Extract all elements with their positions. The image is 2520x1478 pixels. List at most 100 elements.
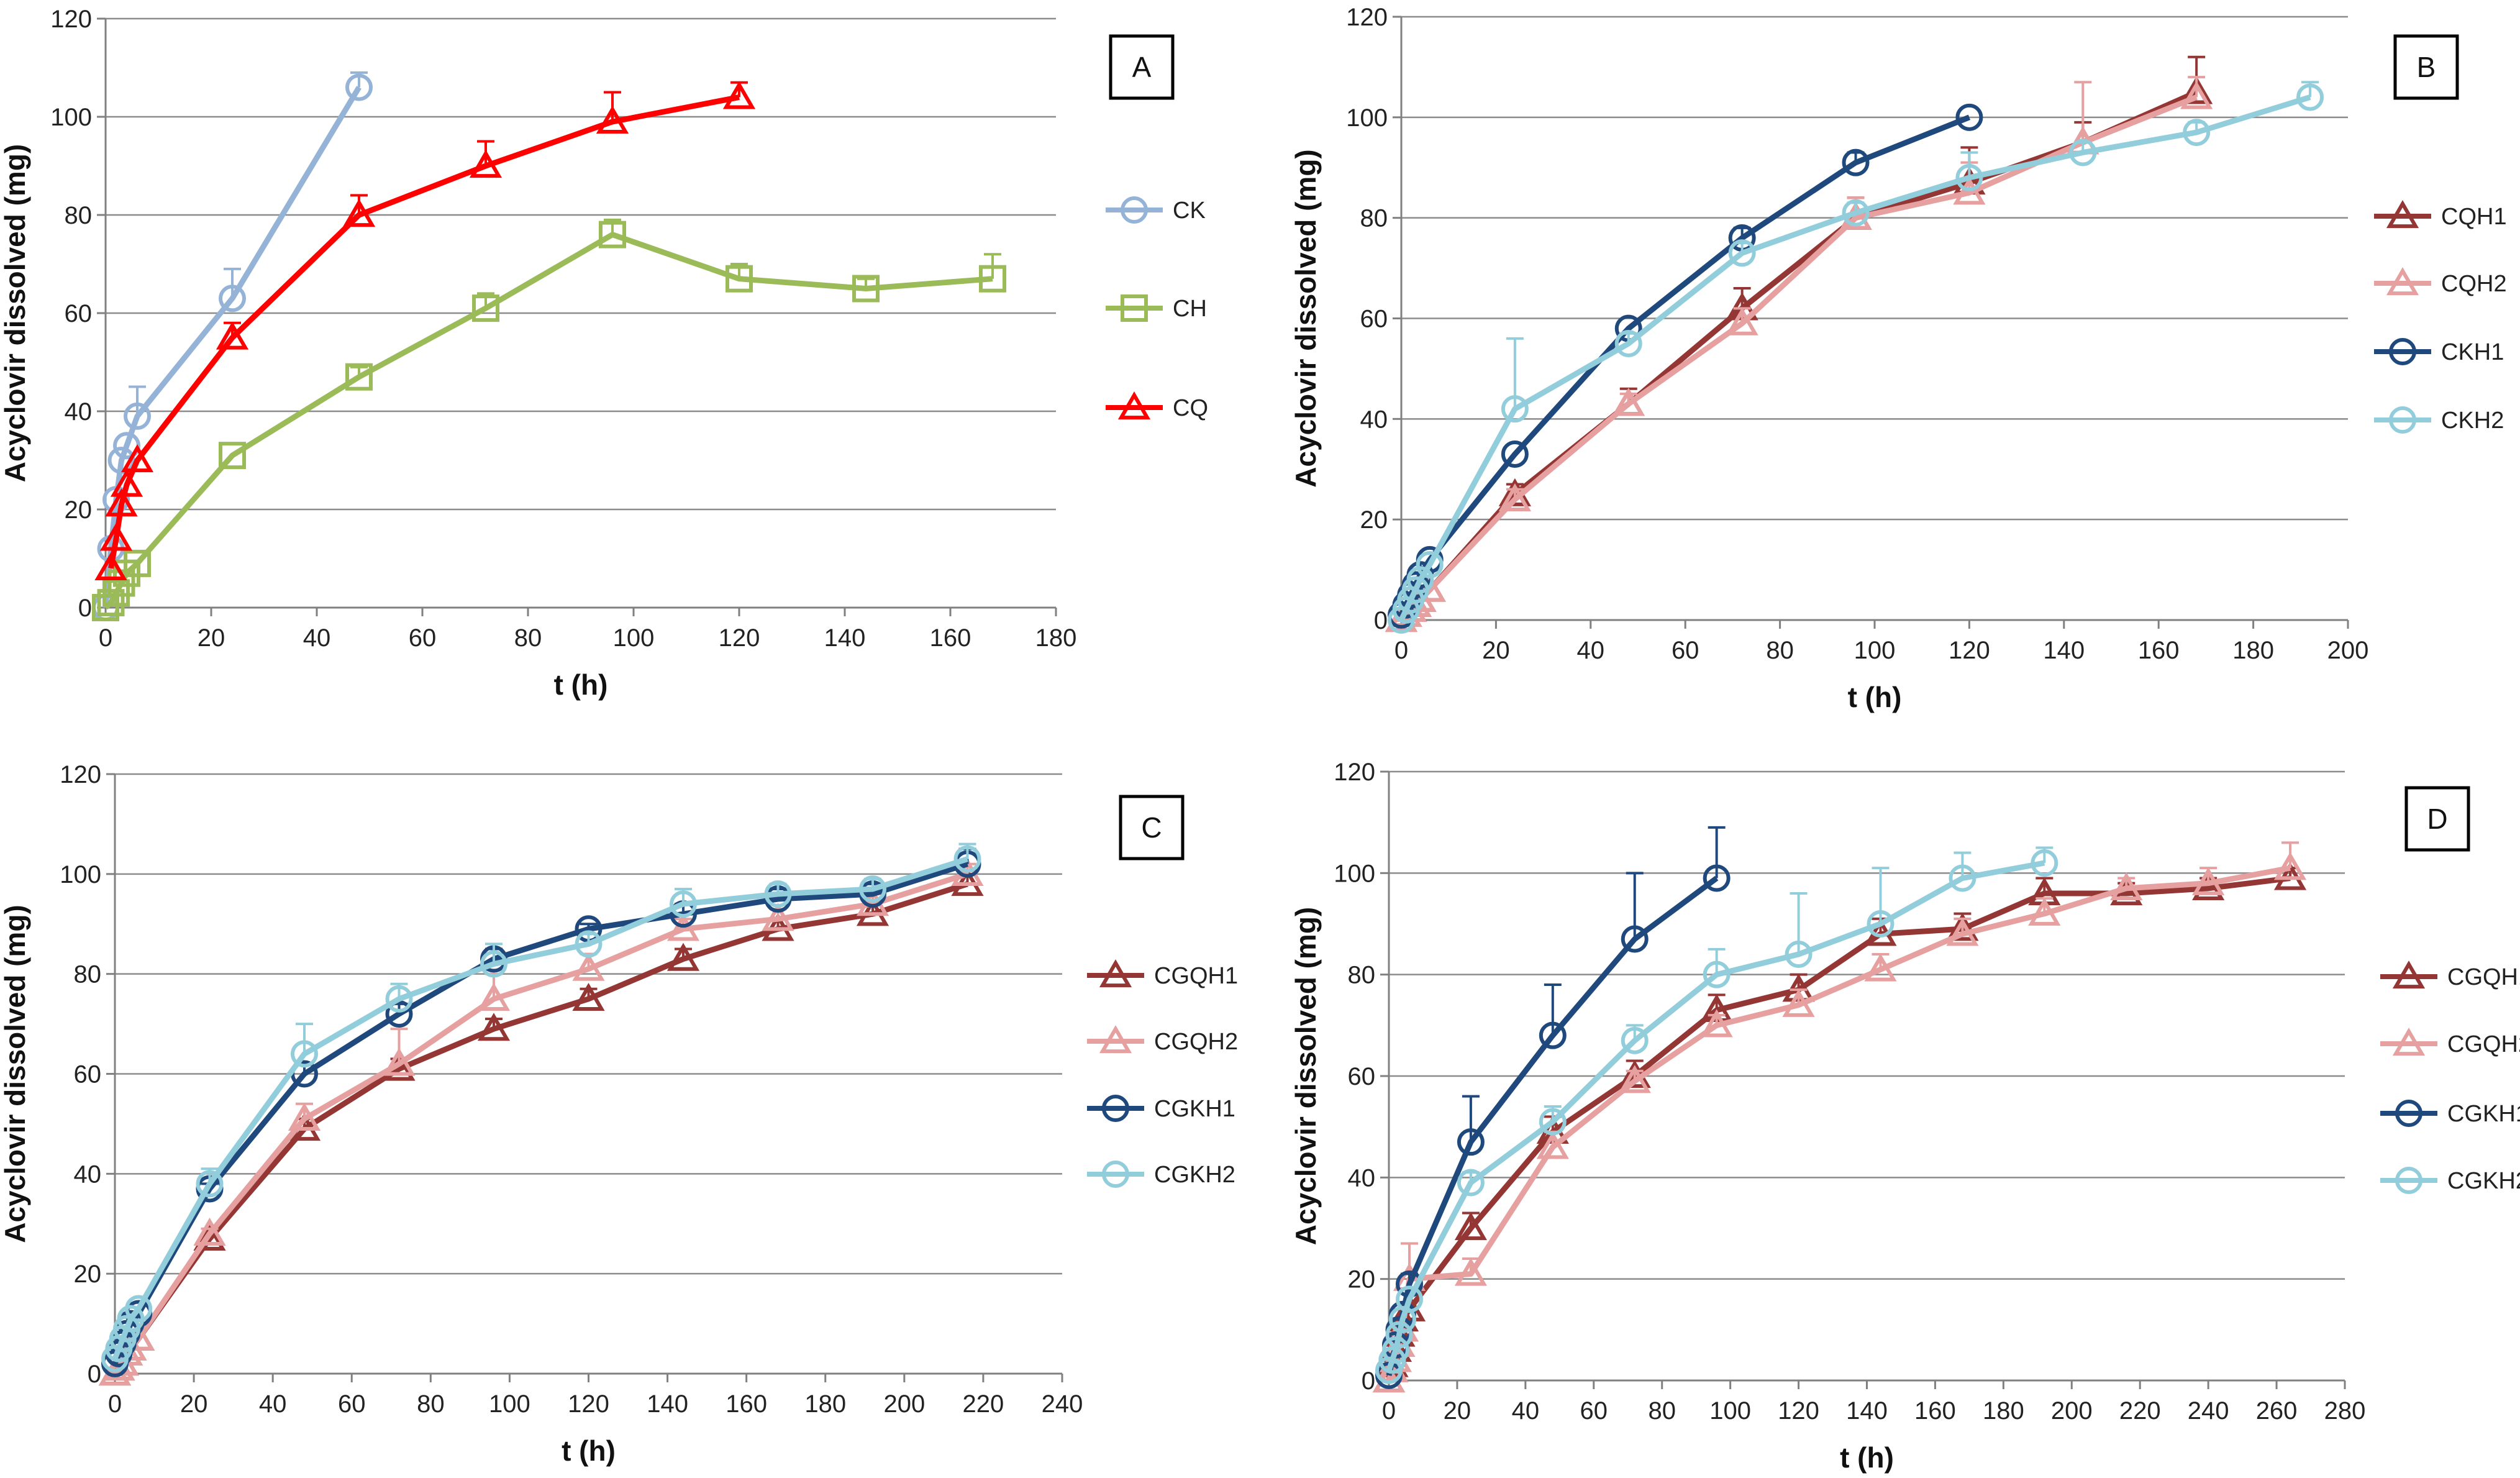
series-line-cgqh1 — [112, 881, 968, 1375]
data-point — [726, 265, 753, 293]
series-ch — [92, 218, 1006, 621]
data-point — [99, 522, 133, 551]
data-point — [1454, 1257, 1488, 1286]
data-point — [572, 982, 605, 1011]
data-point — [762, 903, 794, 931]
x-tick-label: 180 — [1983, 1397, 2024, 1425]
panel-label: D — [2427, 803, 2447, 835]
data-point — [477, 1013, 511, 1041]
x-tick-label: 0 — [1382, 1397, 1396, 1425]
data-point — [1621, 1026, 1649, 1054]
data-point — [599, 221, 626, 249]
series-cgqh1 — [1372, 862, 2307, 1393]
data-point — [2031, 849, 2058, 877]
legend-marker — [2392, 1028, 2426, 1056]
x-tick-label: 60 — [409, 624, 437, 652]
y-axis-title: Acyclovir dissolved (mg) — [0, 905, 31, 1243]
series-line-cgqh1 — [1386, 875, 2291, 1381]
x-tick-label: 200 — [2051, 1397, 2093, 1425]
legend-marker — [2389, 338, 2416, 365]
legend-label: CGQH2 — [1154, 1029, 1238, 1055]
data-point — [1457, 1128, 1485, 1156]
data-point — [2180, 81, 2213, 109]
x-tick-label: 60 — [1672, 637, 1699, 664]
data-point — [1955, 103, 1983, 131]
series-cgkh1 — [101, 847, 981, 1377]
y-tick-label: 120 — [50, 6, 92, 33]
chart-panel-d: 0 20 40 60 80 100 120 0 20 40 60 80 100 120 140 160 180 2… — [1290, 759, 2520, 1474]
data-point — [1785, 941, 1813, 968]
x-axis-title: t (h) — [562, 1435, 616, 1467]
data-point — [345, 73, 373, 101]
x-tick-label: 0 — [99, 624, 112, 652]
data-point — [596, 105, 629, 134]
y-tick-label: 0 — [78, 595, 92, 622]
legend-marker — [1102, 1161, 1129, 1188]
x-tick-label: 80 — [417, 1390, 445, 1418]
legend-marker — [1121, 196, 1148, 224]
series-cgqh2 — [98, 857, 984, 1386]
legend-entry-cqh2: CQH2 — [2374, 267, 2507, 297]
y-tick-label: 120 — [1334, 759, 1375, 786]
x-tick-label: 40 — [1577, 637, 1605, 664]
data-point — [2069, 139, 2097, 167]
data-point — [113, 432, 140, 460]
legend-marker — [2392, 960, 2426, 989]
legend-label: CGQH1 — [1154, 963, 1238, 989]
y-tick-label: 60 — [1348, 1063, 1376, 1090]
data-point — [1703, 864, 1731, 892]
legend-entry-cgqh1: CGQH1 — [2380, 960, 2520, 990]
x-tick-label: 140 — [2043, 637, 2085, 664]
data-point — [1867, 910, 1895, 937]
legend-entry-cgkh1: CGKH1 — [1087, 1095, 1235, 1122]
legend-label: CH — [1173, 296, 1207, 322]
series-cgkh2 — [101, 842, 981, 1372]
legend-entry-ck: CK — [1106, 196, 1206, 224]
data-point — [1501, 395, 1529, 423]
legend-marker — [2395, 1100, 2422, 1127]
x-tick-label: 220 — [2119, 1397, 2161, 1425]
data-point — [2180, 76, 2213, 104]
x-tick-label: 260 — [2256, 1397, 2298, 1425]
x-tick-label: 40 — [259, 1390, 287, 1418]
data-point — [666, 913, 700, 941]
y-tick-label: 40 — [1348, 1164, 1376, 1192]
y-tick-label: 0 — [1362, 1367, 1375, 1395]
y-tick-label: 20 — [1360, 506, 1388, 534]
x-tick-label: 100 — [1709, 1397, 1751, 1425]
y-axis-title: Acyclovir dissolved (mg) — [0, 144, 31, 483]
x-tick-label: 240 — [1042, 1390, 1083, 1418]
series-cgqh1 — [98, 867, 984, 1386]
legend-entry-ch: CH — [1106, 294, 1207, 322]
data-point — [383, 1047, 416, 1076]
data-point — [2273, 852, 2307, 880]
data-point — [1498, 483, 1531, 511]
legend-marker — [2395, 1167, 2422, 1194]
data-point — [1949, 864, 1976, 892]
x-tick-label: 100 — [489, 1390, 530, 1418]
series-line-cqh1 — [1399, 89, 2198, 623]
y-tick-label: 0 — [88, 1361, 101, 1388]
series-line-cq — [108, 94, 740, 569]
x-tick-label: 160 — [1914, 1397, 1956, 1425]
x-tick-label: 100 — [613, 624, 655, 652]
chart-panel-a: 0 20 40 60 80 100 120 0 20 40 60 80 100 120 140 160 180 t… — [0, 6, 1208, 701]
y-tick-label: 80 — [1348, 962, 1376, 989]
y-tick-label: 0 — [1374, 607, 1388, 634]
y-tick-label: 100 — [1334, 860, 1375, 887]
data-point — [125, 1295, 153, 1323]
x-tick-label: 140 — [647, 1390, 688, 1418]
x-tick-label: 140 — [824, 624, 866, 652]
legend-marker — [1099, 959, 1132, 988]
x-tick-label: 220 — [963, 1390, 1004, 1418]
legend-entry-cgqh2: CGQH2 — [2380, 1028, 2520, 1057]
data-point — [1953, 176, 1986, 205]
data-point — [1621, 925, 1649, 953]
data-point — [575, 930, 603, 958]
data-point — [1612, 388, 1645, 416]
legend-entry-cqh1: CQH1 — [2374, 200, 2507, 230]
legend-marker — [2389, 406, 2416, 434]
legend-label: CKH1 — [2441, 339, 2504, 365]
x-tick-label: 180 — [804, 1390, 846, 1418]
